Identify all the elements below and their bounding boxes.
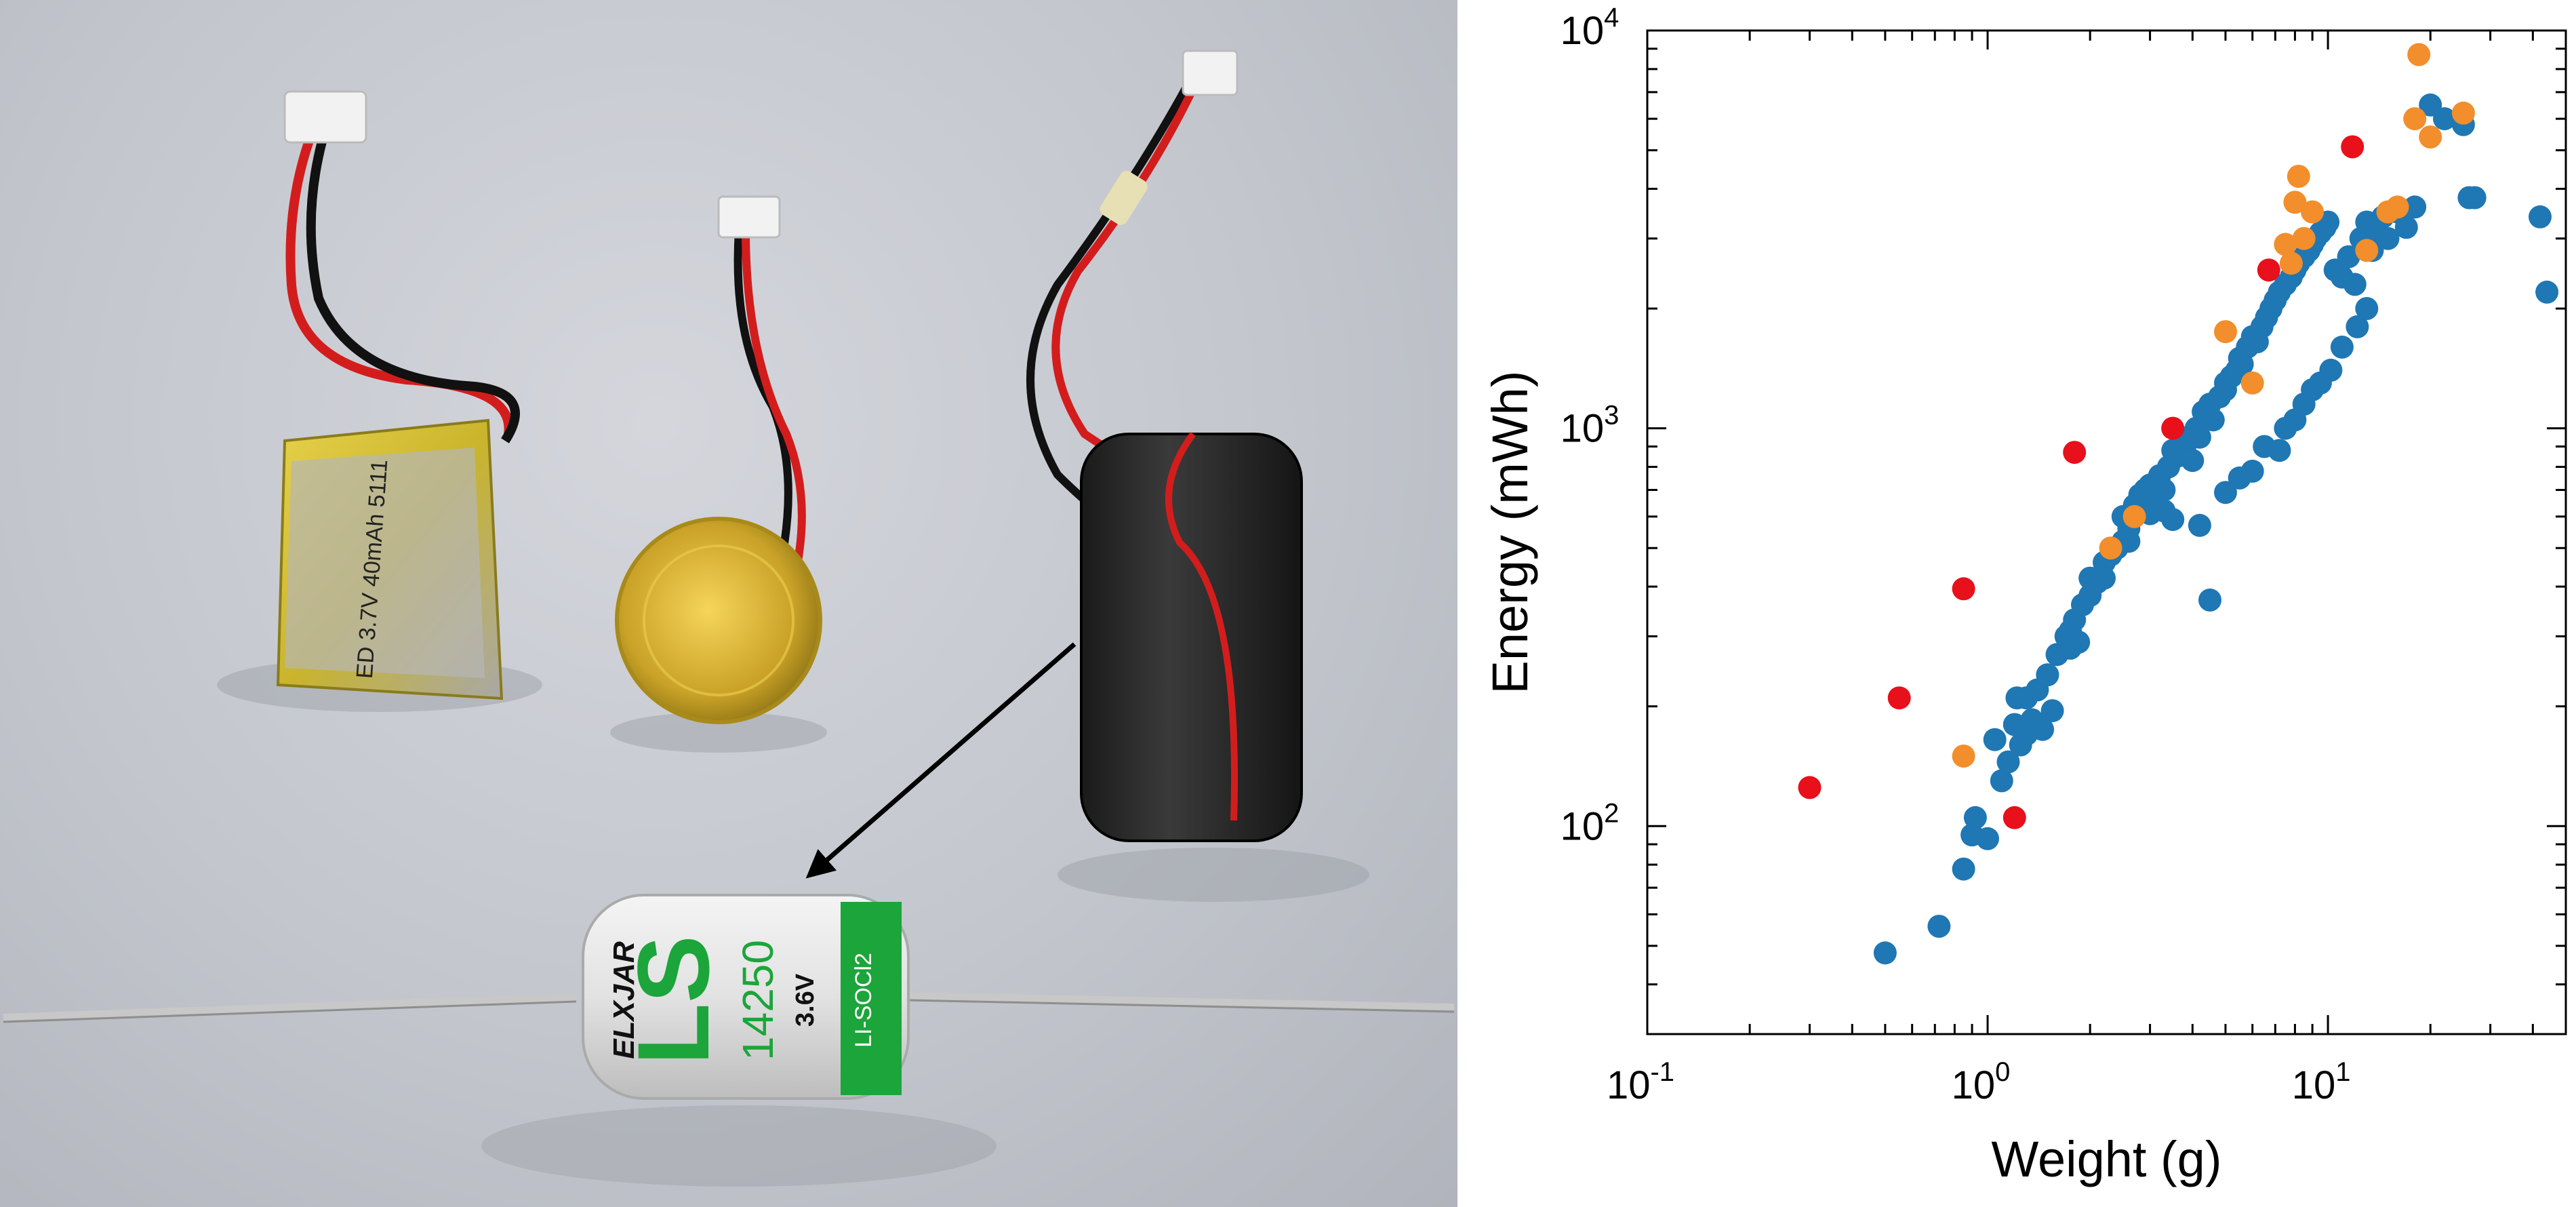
- data-point: [2228, 466, 2251, 490]
- cell-brand-label: ELXJAR: [607, 941, 641, 1059]
- data-point: [2451, 101, 2475, 125]
- connector-icon: [1182, 50, 1239, 96]
- data-point: [2433, 107, 2456, 131]
- data-point: [2274, 416, 2297, 440]
- data-point: [2099, 536, 2122, 560]
- data-point: [2122, 504, 2146, 528]
- coin-battery: [610, 195, 827, 753]
- data-point: [2274, 233, 2297, 256]
- data-point: [2341, 135, 2364, 159]
- data-point: [1798, 776, 1822, 799]
- cell-voltage-label: 3.6V: [791, 973, 820, 1027]
- tick-label: 102: [1561, 798, 1619, 848]
- tick-label: 104: [1561, 3, 1619, 53]
- scatter-plot: 10-1 100 101 102 103 104 Weight (g) Energy (m…: [1482, 3, 2567, 1187]
- data-point: [2198, 588, 2221, 612]
- data-point: [2181, 449, 2205, 473]
- data-point: [2355, 297, 2379, 320]
- data-point: [2214, 481, 2237, 504]
- data-point: [2407, 43, 2431, 66]
- arrow-icon: [805, 642, 1076, 879]
- data-point: [1952, 577, 1975, 601]
- data-point: [2240, 371, 2264, 395]
- ls-cell-battery: LI-SOCl2 ELXJAR LS 14250 3.6V: [3, 894, 1455, 1187]
- data-point: [2287, 165, 2310, 188]
- plot-frame: [1646, 29, 2567, 1035]
- tick-label: 103: [1561, 401, 1619, 451]
- data-point: [2201, 408, 2225, 432]
- data-point: [2253, 435, 2276, 458]
- data-point: [2403, 107, 2427, 131]
- data-point: [2376, 226, 2400, 250]
- data-point: [2308, 371, 2332, 395]
- tick-label: 100: [1952, 1057, 2011, 1107]
- cell-logo: LS: [616, 935, 730, 1065]
- data-point: [2419, 93, 2442, 117]
- data-point: [2346, 315, 2369, 338]
- data-point: [2279, 252, 2303, 275]
- data-point: [2403, 195, 2427, 219]
- data-point: [2015, 686, 2038, 710]
- data-point: [1873, 941, 1897, 965]
- data-point: [2188, 425, 2211, 449]
- data-point: [2036, 663, 2059, 687]
- tick-labels: 10-1 100 101 102 103 104: [1561, 3, 2351, 1107]
- data-point: [2214, 320, 2237, 344]
- data-point: [1976, 827, 1999, 850]
- data-point: [2463, 186, 2487, 210]
- data-point: [2059, 636, 2082, 660]
- data-point: [2188, 513, 2211, 537]
- data-point: [2394, 216, 2418, 239]
- data-point: [2161, 508, 2185, 532]
- data-point: [1952, 857, 1975, 881]
- cell-model-label: 14250: [733, 940, 782, 1061]
- data-point: [1952, 745, 1975, 768]
- data-point: [2355, 239, 2379, 262]
- data-point: [2003, 806, 2026, 829]
- data-point: [2535, 280, 2559, 304]
- data-point: [2063, 441, 2087, 464]
- pouch-battery: ED 3.7V 40mAh 5111: [217, 90, 542, 712]
- data-point: [2386, 195, 2409, 219]
- data-point: [2283, 191, 2307, 214]
- data-point: [2093, 566, 2116, 590]
- axis-ticks: [1646, 29, 2567, 1035]
- data-point: [2292, 393, 2316, 416]
- battery-photo-illustration: ED 3.7V 40mAh 5111: [3, 50, 1455, 1187]
- data-point: [2161, 416, 2185, 440]
- data-point: [2292, 226, 2316, 250]
- y-axis-title: Energy (mWh): [1482, 371, 1538, 694]
- data-point: [1963, 806, 1987, 829]
- data-point: [2343, 273, 2367, 296]
- data-point: [1927, 915, 1951, 938]
- connector-icon: [717, 195, 781, 239]
- data-point: [1887, 686, 1911, 710]
- data-point: [2419, 125, 2442, 149]
- cell-chemistry-label: LI-SOCl2: [851, 953, 877, 1048]
- data-point: [1996, 750, 2020, 774]
- data-point: [1983, 728, 2007, 751]
- data-point: [2117, 530, 2141, 553]
- data-point: [2337, 245, 2360, 269]
- battery-photo: ED 3.7V 40mAh 5111: [0, 0, 1457, 1207]
- x-axis-title: Weight (g): [1992, 1131, 2222, 1187]
- data-point: [2257, 258, 2280, 282]
- data-point: [2529, 205, 2552, 229]
- data-point: [2152, 478, 2176, 502]
- data-point: [2031, 717, 2055, 741]
- tick-label: 101: [2292, 1057, 2351, 1107]
- tube-battery: [1026, 50, 1369, 902]
- data-points: [1798, 43, 2559, 965]
- energy-weight-chart: 10-1 100 101 102 103 104 Weight (g) Energy (m…: [1457, 0, 2576, 1207]
- connector-icon: [283, 90, 367, 144]
- data-point: [2330, 335, 2354, 359]
- data-point: [1990, 769, 2013, 793]
- data-point: [2040, 699, 2064, 723]
- tick-label: 10-1: [1607, 1057, 1674, 1107]
- data-point: [2301, 200, 2325, 224]
